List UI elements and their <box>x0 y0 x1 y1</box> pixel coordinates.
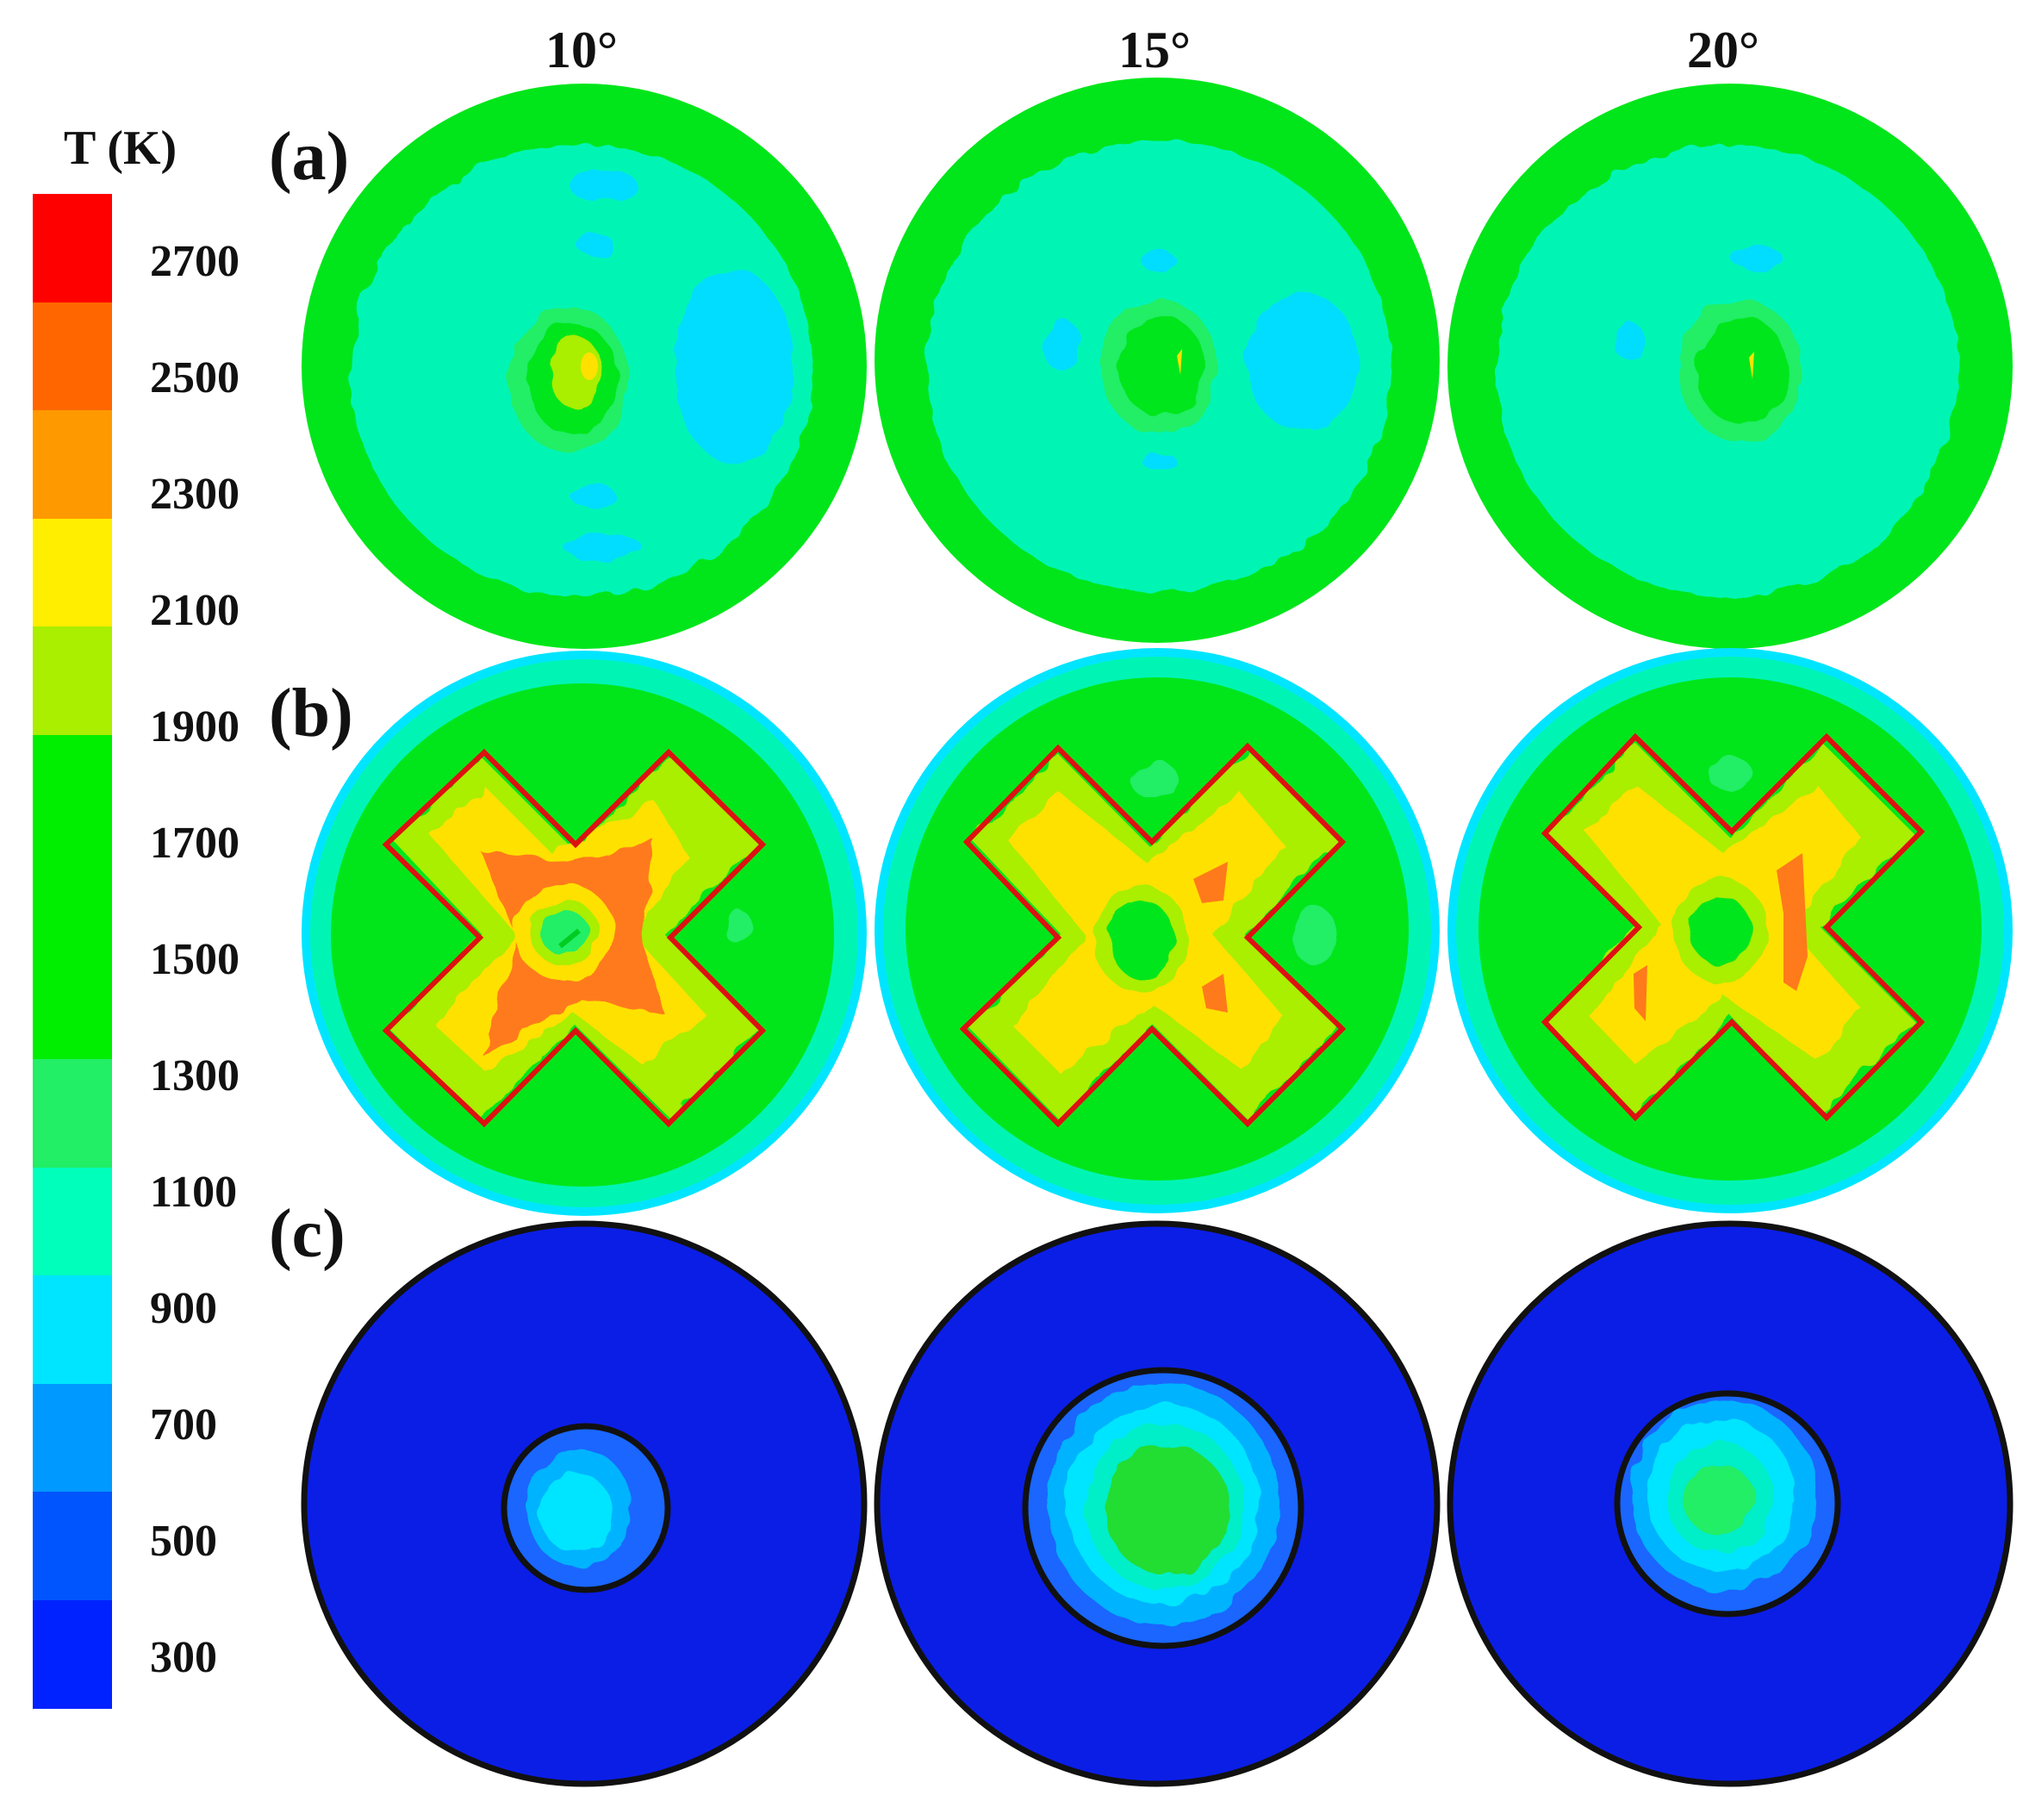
colorbar-tick-2300: 2300 <box>150 470 240 519</box>
colorbar-title: T (K) <box>64 122 177 175</box>
row-label-a: (a) <box>269 119 350 195</box>
colorbar-band <box>33 194 112 303</box>
panel-c-15 <box>874 1220 1441 1787</box>
colorbar-tick-900: 900 <box>150 1284 217 1333</box>
colorbar-band <box>33 410 112 520</box>
panel-b-10 <box>302 651 867 1216</box>
colorbar-tick-1500: 1500 <box>150 935 240 984</box>
colorbar-tick-300: 300 <box>150 1633 217 1682</box>
colorbar-tick-1700: 1700 <box>150 819 240 868</box>
colorbar-tick-500: 500 <box>150 1517 217 1566</box>
colorbar-tick-700: 700 <box>150 1400 217 1449</box>
panel-b-20 <box>1447 648 2013 1213</box>
colorbar-band <box>33 1167 112 1276</box>
row-label-c: (c) <box>269 1196 345 1272</box>
colorbar-band <box>33 1059 112 1169</box>
colorbar-band <box>33 843 112 952</box>
panel-b-15 <box>875 648 1440 1213</box>
colorbar-band <box>33 302 112 411</box>
row-label-b: (b) <box>269 676 353 751</box>
colorbar-tick-2100: 2100 <box>150 586 240 635</box>
column-title-15: 15° <box>1118 22 1191 78</box>
colorbar-band <box>33 734 112 844</box>
colorbar-tick-2500: 2500 <box>150 353 240 402</box>
colorbar-band <box>33 1599 112 1709</box>
colorbar-band <box>33 951 112 1060</box>
colorbar-tick-1300: 1300 <box>150 1051 240 1100</box>
panel-c-10 <box>301 1220 868 1787</box>
colorbar-band <box>33 1383 112 1493</box>
panel-c-20 <box>1447 1220 2014 1787</box>
colorbar-tick-2700: 2700 <box>150 237 240 286</box>
colorbar-band <box>33 518 112 627</box>
colorbar-tick-1900: 1900 <box>150 702 240 751</box>
colorbar-band <box>33 1275 112 1385</box>
panel-a-15 <box>875 78 1440 643</box>
panel-a-10 <box>302 84 867 649</box>
temperature-colorbar <box>33 194 112 1709</box>
colorbar-band <box>33 1492 112 1601</box>
column-title-20: 20° <box>1687 22 1759 78</box>
colorbar-tick-1100: 1100 <box>150 1168 238 1217</box>
colorbar-band <box>33 626 112 736</box>
column-title-10: 10° <box>545 22 618 78</box>
panel-a-20 <box>1447 84 2013 649</box>
